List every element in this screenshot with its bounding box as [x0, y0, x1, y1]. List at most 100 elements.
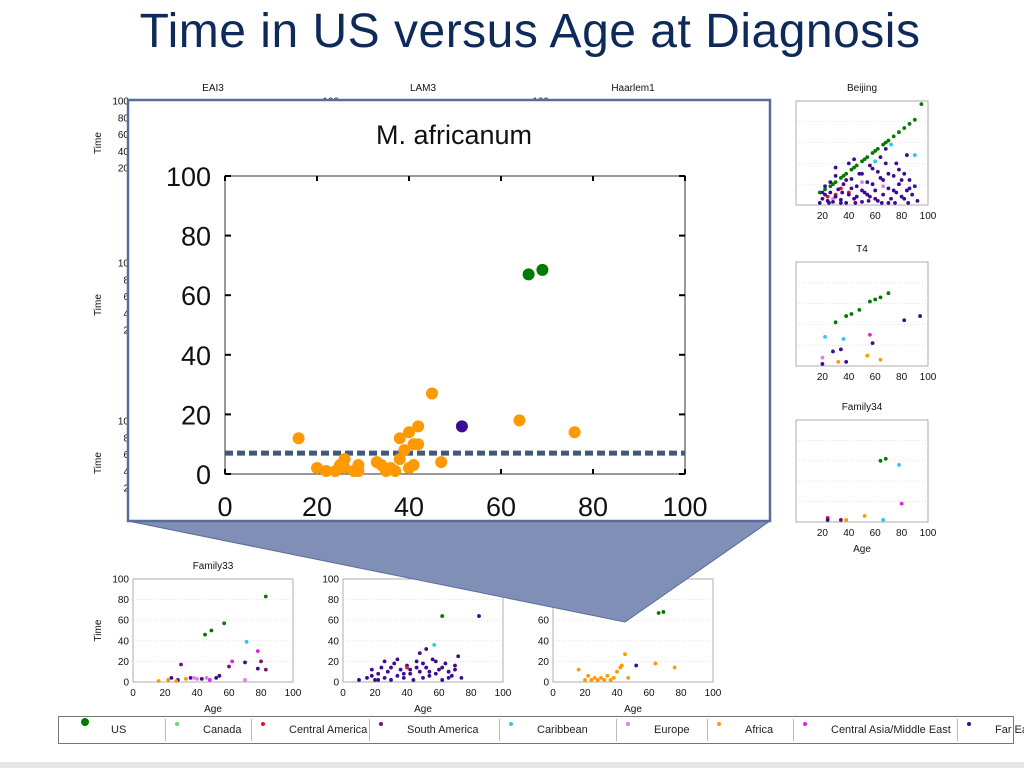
x-tick-label: 100: [920, 528, 937, 539]
data-point: [227, 664, 231, 669]
data-point: [373, 678, 377, 682]
data-point: [828, 190, 833, 195]
data-point: [599, 675, 603, 680]
data-point: [838, 518, 843, 522]
data-point: [894, 161, 899, 166]
y-tick-label: 0: [123, 678, 129, 689]
data-point: [844, 359, 849, 364]
data-point: [440, 678, 445, 682]
data-point: [446, 669, 451, 674]
bottom-rule: [0, 762, 1024, 768]
inset-y-tick-label: 20: [181, 400, 211, 430]
y-tick-label: 0: [333, 678, 339, 689]
inset-data-point: [292, 432, 305, 445]
data-point: [430, 657, 435, 662]
data-point: [870, 182, 875, 187]
data-point: [849, 167, 854, 172]
legend-separator: [369, 719, 370, 741]
data-point: [432, 643, 437, 647]
data-point: [369, 673, 374, 678]
inset-data-point: [393, 432, 406, 445]
inset-data-point: [338, 462, 351, 475]
data-point: [589, 678, 594, 682]
data-point: [623, 652, 627, 657]
data-point: [846, 192, 851, 197]
y-tick-label: 100: [112, 97, 129, 108]
data-point: [881, 142, 886, 147]
data-point: [365, 675, 369, 680]
data-point: [453, 667, 457, 672]
data-point: [398, 667, 403, 672]
data-point: [907, 121, 912, 126]
y-tick-label: 4: [123, 309, 129, 320]
inset-x-tick-label: 80: [578, 492, 608, 522]
data-point: [873, 149, 878, 153]
x-tick-label: 60: [223, 688, 235, 699]
data-point: [857, 171, 862, 176]
x-tick-label: 20: [817, 211, 829, 222]
data-point: [862, 190, 867, 195]
data-point: [595, 678, 600, 682]
data-point: [849, 177, 854, 181]
legend-separator: [793, 719, 794, 741]
x-axis-label: Age: [204, 704, 222, 715]
data-point: [849, 312, 854, 316]
legend-label: Europe: [654, 724, 690, 736]
data-point: [886, 171, 891, 176]
data-point: [817, 190, 822, 195]
y-tick-label: 80: [328, 595, 340, 606]
legend-label: Central America: [289, 724, 368, 736]
data-point: [382, 659, 387, 664]
data-point: [255, 666, 260, 671]
legend-label: Caribbean: [537, 724, 588, 736]
data-point: [376, 671, 381, 676]
inset-y-tick-label: 0: [196, 460, 211, 490]
data-point: [873, 196, 878, 201]
x-tick-label: 0: [550, 688, 556, 699]
y-tick-label: 20: [118, 164, 130, 175]
x-tick-label: 100: [495, 688, 512, 699]
data-point: [446, 675, 451, 680]
legend-label: Far East: [995, 724, 1024, 736]
data-point: [879, 201, 884, 205]
plot-frame: [795, 419, 929, 523]
x-tick-label: 80: [675, 688, 687, 699]
data-point: [868, 194, 872, 199]
x-tick-label: 20: [159, 688, 171, 699]
data-point: [852, 196, 856, 201]
y-tick-label: 2: [123, 326, 129, 337]
x-tick-label: 100: [920, 211, 937, 222]
data-point: [831, 349, 835, 354]
y-tick-label: 60: [118, 130, 130, 141]
x-axis-label: Age: [624, 704, 642, 715]
y-axis-label: Time: [93, 132, 104, 154]
data-point: [828, 180, 833, 185]
data-point: [825, 194, 830, 199]
y-tick-label: 10: [118, 259, 130, 270]
data-point: [838, 201, 843, 205]
y-tick-label: 80: [118, 113, 130, 124]
data-point: [440, 665, 445, 670]
data-point: [833, 173, 838, 178]
data-point: [868, 299, 872, 304]
y-tick-label: 40: [118, 636, 130, 647]
inset-x-tick-label: 100: [662, 492, 707, 522]
inset-data-point: [407, 459, 420, 472]
data-point: [860, 188, 864, 193]
legend-separator: [707, 719, 708, 741]
data-point: [259, 659, 263, 664]
data-point: [883, 146, 888, 151]
data-point: [379, 665, 384, 670]
data-point: [825, 518, 830, 522]
data-point: [865, 192, 870, 197]
data-point: [912, 184, 917, 189]
x-tick-label: 80: [465, 688, 477, 699]
inset-box: [126, 98, 772, 523]
data-point: [820, 196, 825, 201]
data-point: [576, 667, 581, 672]
legend-label: Africa: [745, 724, 774, 736]
y-tick-label: 8: [123, 275, 129, 286]
data-point: [873, 297, 878, 302]
data-point: [841, 337, 846, 341]
inset-data-point: [513, 414, 526, 427]
